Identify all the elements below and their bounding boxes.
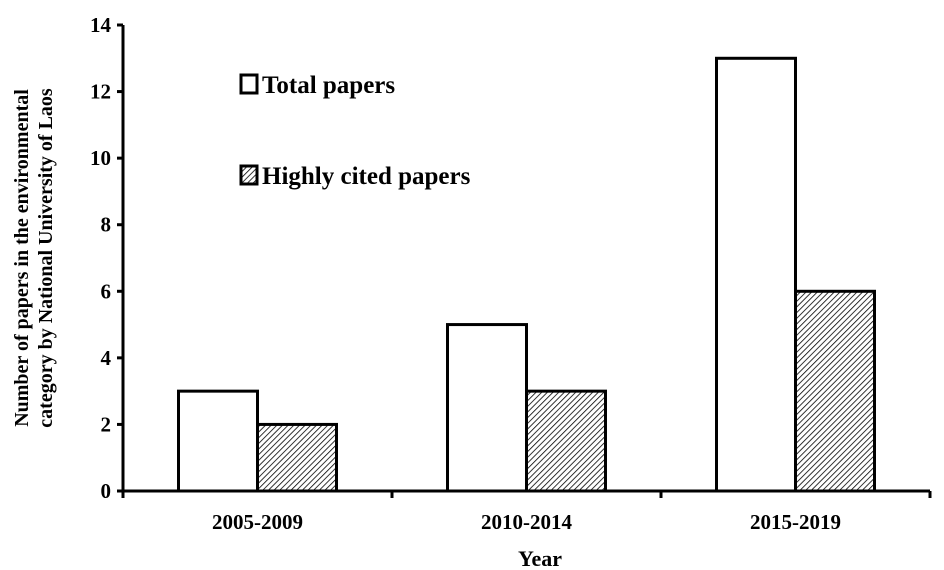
bar-total-2005-2009 [177,389,259,493]
y-tick-label: 4 [101,346,112,370]
bars-layer [177,56,876,493]
y-tick-label: 2 [101,412,112,436]
x-tick-label: 2015-2019 [750,510,841,534]
axes-layer [117,23,932,498]
x-tick-label: 2010-2014 [481,510,572,534]
bar-highly-cited-2005-2009 [256,422,338,493]
ticks-layer: 2005-2009 2010-2014 2015-2019 0 2 4 6 8 10 12 14 [90,13,841,534]
y-axis-title-line1: Number of papers in the environmental [11,89,33,427]
legend: Total papers Highly cited papers [239,72,471,190]
legend-swatch-highly-cited [239,164,259,186]
y-tick-label: 10 [90,146,111,170]
y-tick-label: 12 [90,80,111,104]
y-tick-label: 8 [101,213,112,237]
legend-label-highly-cited: Highly cited papers [262,163,471,190]
bar-total-2015-2019 [715,56,797,493]
y-tick-label: 6 [101,279,112,303]
bar-highly-cited-2015-2019 [794,289,876,493]
y-axis-title-line2: category by National University of Laos [35,88,57,428]
bar-highly-cited-2010-2014 [525,389,607,493]
bar-total-2010-2014 [446,323,528,493]
y-tick-label: 0 [101,479,112,503]
x-tick-label: 2005-2009 [212,510,303,534]
y-tick-label: 14 [90,13,112,37]
x-axis-title: Year [518,546,562,570]
legend-label-total: Total papers [262,72,395,99]
legend-swatch-total [239,73,259,95]
